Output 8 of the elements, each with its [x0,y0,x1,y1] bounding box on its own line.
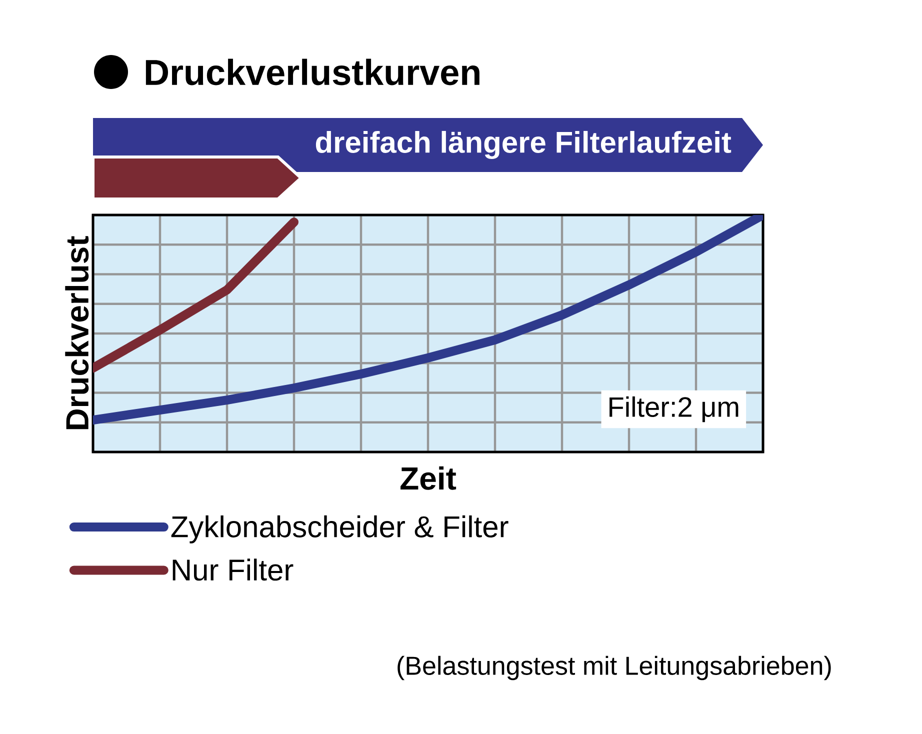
chart-title: Druckverlustkurven [146,58,480,86]
text: dreifach längere Filterlaufzeit [316,130,732,160]
y-axis-title: Druckverlust [65,236,89,430]
legend-label: Zyklonabscheider & Filter [171,515,508,544]
annotation: Filter:2 μm [610,396,738,422]
text: (Belastungstest mit Leitungsabrieben) [398,656,831,680]
legend-label: Nur Filter [172,558,294,581]
x-axis-title: Zeit [400,466,456,490]
